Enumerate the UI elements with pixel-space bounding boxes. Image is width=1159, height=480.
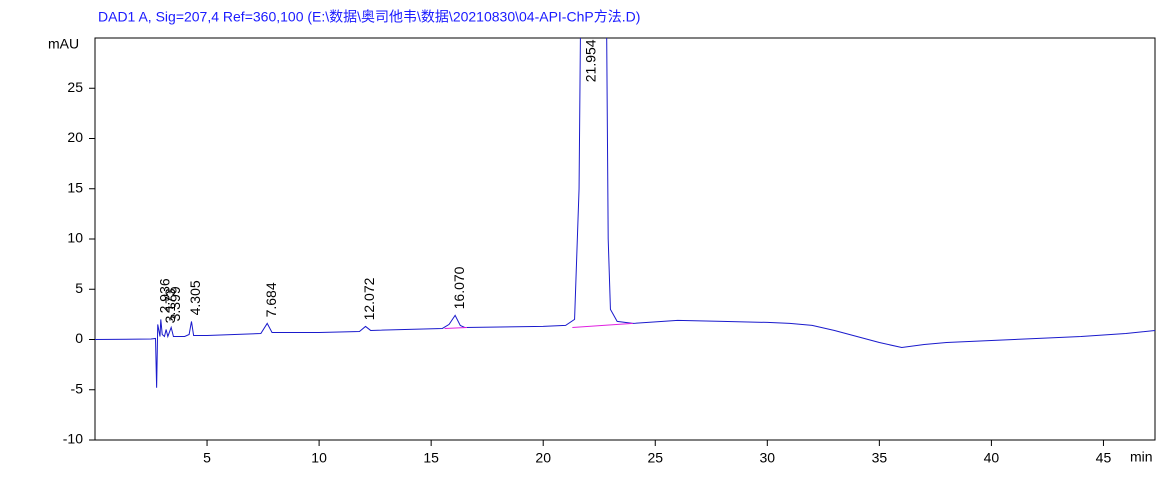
y-tick-label: 0 <box>75 330 83 346</box>
x-tick-label: 30 <box>760 450 776 466</box>
trace <box>444 326 468 329</box>
y-tick-label: 10 <box>67 230 83 246</box>
x-tick-label: 45 <box>1096 450 1112 466</box>
x-tick-label: 35 <box>872 450 888 466</box>
chart-title: DAD1 A, Sig=207,4 Ref=360,100 (E:\数据\奥司他… <box>98 9 640 25</box>
peak-label: 3.173 <box>162 288 178 323</box>
peak-label: 21.954 <box>583 39 599 82</box>
trace <box>95 38 1155 388</box>
plot-frame <box>94 37 1156 441</box>
x-tick-label: 15 <box>423 450 439 466</box>
y-tick-label: -5 <box>71 380 84 396</box>
y-tick-label: -10 <box>63 431 83 447</box>
y-tick-label: 5 <box>75 280 83 296</box>
x-tick-label: 40 <box>984 450 1000 466</box>
x-tick-label: 20 <box>535 450 551 466</box>
y-tick-label: 20 <box>67 129 83 145</box>
peak-label: 4.305 <box>187 280 203 315</box>
y-tick-label: 15 <box>67 179 83 195</box>
x-tick-label: 25 <box>647 450 663 466</box>
x-axis-label: min <box>1130 449 1153 465</box>
x-tick-label: 5 <box>203 450 211 466</box>
peak-label: 2.936 <box>156 278 172 313</box>
trace <box>572 322 633 328</box>
y-tick-label: 25 <box>67 79 83 95</box>
x-tick-label: 10 <box>311 450 327 466</box>
peak-label: 7.684 <box>263 282 279 317</box>
peak-label: 12.072 <box>361 277 377 320</box>
y-axis-label: mAU <box>48 36 79 52</box>
peak-label: 16.070 <box>451 266 467 309</box>
plot-area <box>95 38 1155 388</box>
peak-label: 3.399 <box>167 286 183 321</box>
